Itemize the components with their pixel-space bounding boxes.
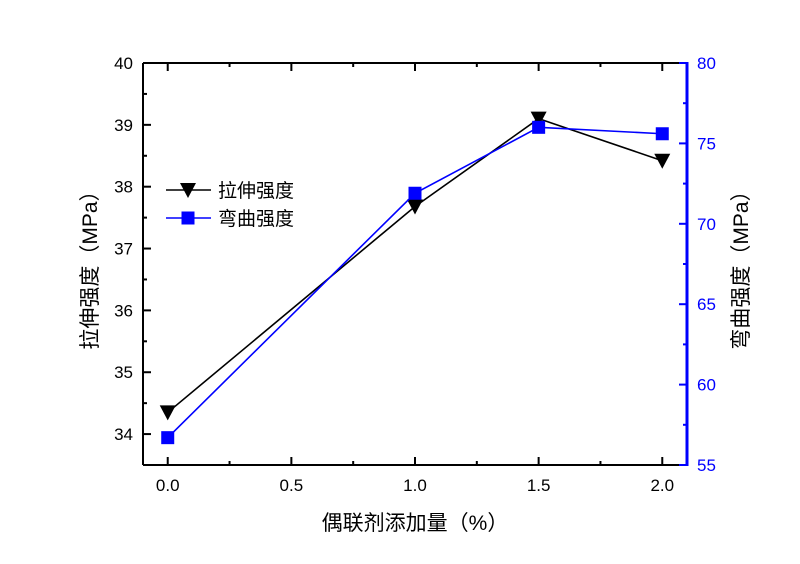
y-left-tick-label: 35 <box>114 363 133 382</box>
y-right-tick-label: 65 <box>697 295 716 314</box>
y-right-tick-label: 75 <box>697 134 716 153</box>
y-left-axis-label: 拉伸强度（MPa） <box>79 180 102 349</box>
data-point-0 <box>407 199 423 215</box>
y-left-tick-label: 34 <box>114 425 133 444</box>
legend-label-1: 弯曲强度 <box>218 208 294 230</box>
y-left-tick-label: 38 <box>114 178 133 197</box>
data-point-0 <box>654 153 671 169</box>
y-left-tick-label: 40 <box>114 54 133 73</box>
y-right-tick-label: 55 <box>697 456 716 475</box>
legend-marker-1 <box>181 211 195 225</box>
axes: 0.0 0.5 1.0 1.5 2.0 34 35 36 37 38 39 40 55 60 65 70 75 8… <box>114 54 716 495</box>
data-point-1 <box>532 120 546 134</box>
x-tick-label: 1.5 <box>527 476 551 495</box>
x-tick-label: 0.5 <box>280 476 304 495</box>
y-left-tick-label: 37 <box>114 240 133 259</box>
x-axis-label: 偶联剂添加量（%） <box>322 512 509 535</box>
y-right-tick-label: 70 <box>697 215 716 234</box>
series-line-1 <box>167 126 663 439</box>
y-right-tick-label: 60 <box>697 376 716 395</box>
y-left-tick-label: 39 <box>114 116 133 135</box>
x-tick-label: 2.0 <box>650 476 674 495</box>
legend-marker-0 <box>180 183 196 198</box>
legend-label-0: 拉伸强度 <box>218 180 294 202</box>
data-point-1 <box>161 431 175 445</box>
x-tick-label: 1.0 <box>403 476 427 495</box>
data-point-1 <box>408 186 422 200</box>
data-point-0 <box>159 405 176 421</box>
y-right-axis-label: 弯曲强度（MPa） <box>730 180 753 349</box>
data-point-1 <box>655 127 669 141</box>
data-point-0 <box>530 111 547 127</box>
series-layer <box>159 111 671 445</box>
series-line-0 <box>167 117 663 414</box>
y-left-tick-label: 36 <box>114 301 133 320</box>
y-right-tick-label: 80 <box>697 54 716 73</box>
x-tick-label: 0.0 <box>156 476 180 495</box>
